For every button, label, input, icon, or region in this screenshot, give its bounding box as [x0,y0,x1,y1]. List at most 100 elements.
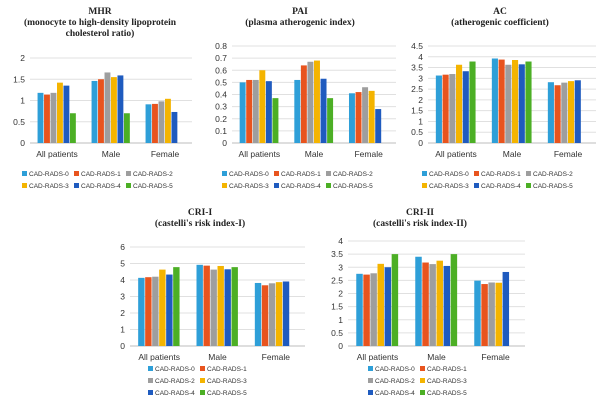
chart2-bar-cad-rads-2-all-patients [449,74,456,143]
chart2-legend-label: CAD-RADS-2 [533,171,573,178]
chart2-bar-cad-rads-4-male [518,64,525,143]
chart0-legend-swatch [126,171,131,176]
chart2-subtitle: (atherogenic coefficient) [451,17,549,28]
chart2-category-label: All patients [435,149,477,159]
chart3-legend-label: CAD-RADS-5 [207,390,247,397]
chart1-y-tick-label: 0 [222,138,227,148]
chart3-bar-cad-rads-1-female [261,285,269,346]
chart1-bar-cad-rads-3-all-patients [259,70,266,143]
chart2-legend-label: CAD-RADS-0 [429,171,469,178]
chart1-bar-cad-rads-3-female [368,90,375,143]
chart0-bar-cad-rads-5-all-patients [69,113,76,143]
chart1-y-tick-label: 0.3 [215,102,227,112]
chart3-legend-label: CAD-RADS-1 [207,366,247,373]
chart2-legend-label: CAD-RADS-5 [533,183,573,190]
chart3-bar-cad-rads-5-all-patients [173,267,180,346]
chart3-bar-cad-rads-3-female [275,282,283,346]
chart4-legend-label: CAD-RADS-1 [427,366,467,373]
chart2-y-tick-label: 2 [418,95,423,105]
chart1-bar-cad-rads-1-all-patients [246,79,253,143]
chart3-bar-cad-rads-0-all-patients [138,277,145,346]
chart2-bar-cad-rads-0-all-patients [435,75,442,143]
chart2-title: AC [493,7,507,17]
chart0-bar-cad-rads-3-all-patients [57,82,63,143]
chart4-y-tick-label: 1.5 [331,302,343,312]
chart0-y-tick-label: 0.5 [13,117,25,127]
chart2-y-tick-label: 1 [418,116,423,126]
chart3-bar-cad-rads-0-male [196,264,203,346]
chart3-bar-cad-rads-4-male [224,269,231,346]
chart1-legend-swatch [222,171,227,176]
chart4-bar-cad-rads-5-all-patients [391,254,399,346]
chart1-bar-cad-rads-4-male [320,78,327,143]
chart1-legend-swatch [222,183,227,188]
chart2-bar-cad-rads-5-all-patients [469,61,476,143]
chart4-bar-cad-rads-0-male [415,256,422,346]
chart1-bar-cad-rads-2-all-patients [252,79,259,143]
chart0-y-tick-label: 1 [20,96,25,106]
chart4-bar-cad-rads-2-all-patients [370,273,377,346]
chart3-bar-cad-rads-5-male [231,267,238,346]
chart4-category-label: Female [481,352,510,362]
chart3-category-label: Female [262,352,291,362]
chart0-bar-cad-rads-1-all-patients [44,94,50,143]
chart3-bar-cad-rads-4-female [282,281,290,346]
chart4-category-label: Male [427,352,446,362]
chart4-legend-swatch [420,390,425,395]
chart1-category-label: Female [354,149,383,159]
chart2-legend-swatch [422,183,427,188]
chart1-legend-swatch [326,171,331,176]
chart4-bar-cad-rads-0-all-patients [356,273,363,346]
chart0-legend-label: CAD-RADS-2 [133,171,173,178]
chart1-bar-cad-rads-5-all-patients [272,98,279,143]
chart1-legend-label: CAD-RADS-5 [333,183,373,190]
chart4-subtitle: (castelli's risk index-II) [373,218,467,229]
chart3-bar-cad-rads-1-all-patients [145,277,152,346]
chart4-bar-cad-rads-3-all-patients [377,263,384,346]
chart3-bar-cad-rads-0-female [254,282,262,346]
chart3-legend-swatch [148,366,153,371]
chart1-bar-cad-rads-2-female [362,87,369,143]
chart0-legend-label: CAD-RADS-1 [81,171,121,178]
chart0-legend-label: CAD-RADS-5 [133,183,173,190]
chart4-bar-cad-rads-4-all-patients [384,267,392,346]
chart3-y-tick-label: 5 [120,259,125,269]
chart4-y-tick-label: 4 [338,236,343,246]
chart1-legend-swatch [274,171,279,176]
chart4-bar-cad-rads-1-male [422,262,429,346]
chart1-y-tick-label: 0.5 [215,77,227,87]
chart4-legend-label: CAD-RADS-4 [375,390,415,397]
chart2-legend-swatch [474,171,479,176]
chart1-legend-label: CAD-RADS-2 [333,171,373,178]
chart3-legend-swatch [200,366,205,371]
chart3-y-tick-label: 3 [120,292,125,302]
chart2-y-tick-label: 0.5 [411,127,423,137]
chart0-bar-cad-rads-5-male [123,113,130,143]
chart0-legend-swatch [22,183,27,188]
chart2-y-tick-label: 0 [418,138,423,148]
chart4-y-tick-label: 0 [338,341,343,351]
chart0-bar-cad-rads-3-male [111,77,117,143]
chart4-bar-cad-rads-1-female [481,284,488,346]
chart2-bar-cad-rads-3-female [568,81,575,143]
chart2-bar-cad-rads-5-male [525,61,532,143]
chart2-bar-cad-rads-1-all-patients [442,74,449,143]
chart0-title: MHR [88,7,111,17]
chart1-y-tick-label: 0.7 [215,53,227,63]
chart1-subtitle: (plasma atherogenic index) [245,17,355,28]
chart4-legend-label: CAD-RADS-0 [375,366,415,373]
chart1-y-tick-label: 0.8 [215,41,227,51]
chart3-y-tick-label: 6 [120,242,125,252]
chart0-legend-swatch [74,183,79,188]
chart-pai: PAI(plasma atherogenic index) 0 0.1 0.2 0.3 0… [215,7,396,190]
chart3-y-tick-label: 0 [120,341,125,351]
chart2-legend-label: CAD-RADS-3 [429,183,469,190]
chart0-subtitle-line-1: (monocyte to high-density lipoprotein [24,17,177,28]
chart3-category-label: Male [208,352,227,362]
chart1-bar-cad-rads-4-female [375,109,382,143]
chart3-bar-cad-rads-4-all-patients [166,274,173,346]
chart3-legend-swatch [200,378,205,383]
chart0-category-label: All patients [36,149,78,159]
chart3-y-tick-label: 4 [120,275,125,285]
chart0-bar-cad-rads-3-female [165,98,171,143]
